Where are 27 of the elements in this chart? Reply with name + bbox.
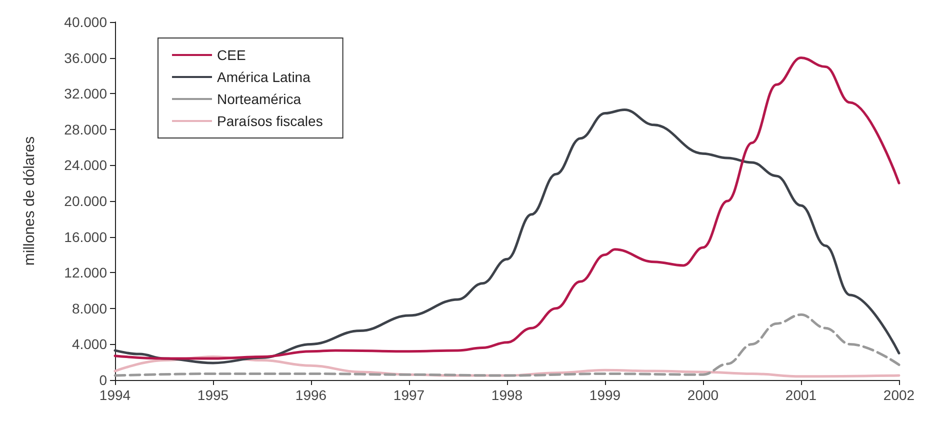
legend-label: América Latina [217, 69, 311, 85]
x-tick-label: 2001 [785, 387, 817, 403]
x-tick-label: 1996 [295, 387, 327, 403]
y-tick-label: 36.000 [64, 50, 108, 66]
x-tick-label: 2002 [883, 387, 915, 403]
x-tick-label: 1999 [589, 387, 621, 403]
y-tick-label: 32.000 [64, 86, 108, 102]
legend-label: Norteamérica [217, 91, 302, 107]
y-tick-label: 24.000 [64, 157, 108, 174]
y-tick-label: 20.000 [64, 193, 108, 209]
line-series [114, 108, 900, 364]
x-tick-label: 1998 [491, 387, 523, 403]
x-tick-label: 1995 [197, 387, 229, 403]
y-tick-label: 12.000 [64, 264, 108, 281]
y-tick-label: 8.000 [72, 300, 108, 316]
x-tick-label: 2000 [687, 387, 719, 403]
y-tick-label: 40.000 [64, 14, 108, 30]
y-tick-label: 28.000 [64, 121, 108, 138]
x-tick-label: 1994 [99, 387, 131, 403]
y-tick-label: 16.000 [64, 228, 108, 245]
legend-label: Paraísos fiscales [217, 113, 323, 129]
line-series [114, 313, 900, 377]
y-tick-label: 0 [99, 372, 108, 388]
y-tick-label: 4.000 [72, 336, 108, 352]
y-axis-title: millones de dólares [21, 136, 38, 266]
legend-label: CEE [217, 47, 246, 63]
x-tick-label: 1997 [393, 387, 425, 403]
